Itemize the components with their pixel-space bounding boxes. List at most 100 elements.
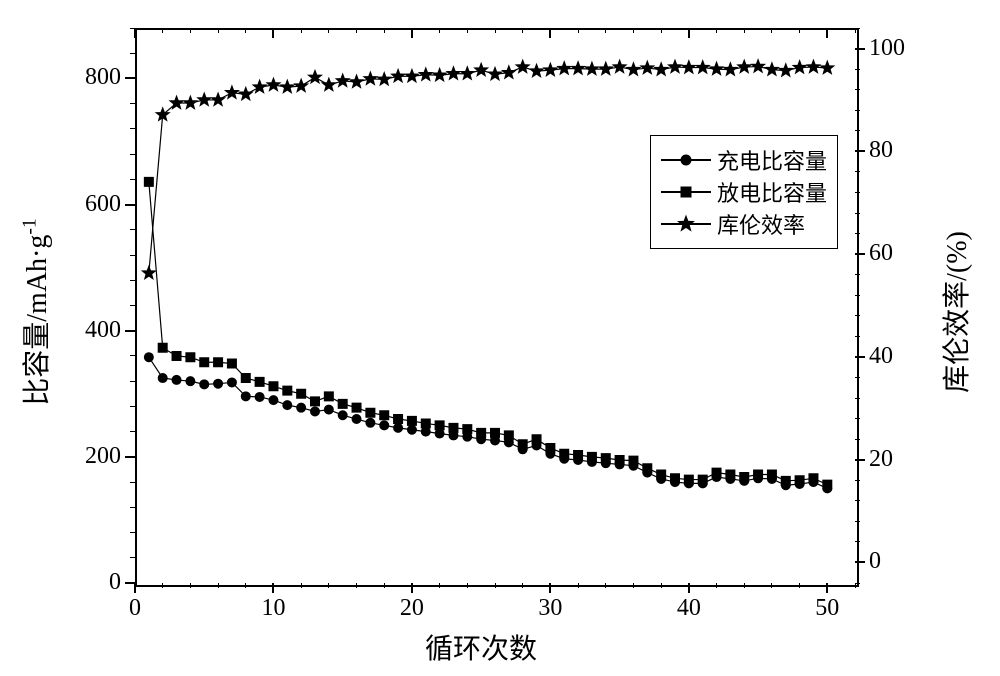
coulombic-marker <box>516 60 529 73</box>
discharge-marker <box>241 374 250 383</box>
tick-label: 40 <box>649 595 729 622</box>
coulombic-marker <box>211 93 224 106</box>
x-axis-label: 循环次数 <box>425 627 537 667</box>
charge-marker <box>172 375 181 384</box>
coulombic-marker <box>253 80 266 93</box>
coulombic-marker <box>654 63 667 76</box>
coulombic-marker <box>488 67 501 80</box>
coulombic-marker <box>350 75 363 88</box>
coulombic-marker <box>308 70 321 83</box>
discharge-marker <box>227 359 236 368</box>
tick-label: 80 <box>869 137 893 164</box>
coulombic-marker <box>294 79 307 92</box>
charge-marker <box>684 479 693 488</box>
legend-row: 充电比容量 <box>661 144 827 176</box>
tick-label: 20 <box>869 446 893 473</box>
charge-marker <box>255 392 264 401</box>
tick-label: 0 <box>109 569 121 596</box>
charge-marker <box>366 418 375 427</box>
discharge-marker <box>186 353 195 362</box>
coulombic-marker <box>530 64 543 77</box>
charge-marker <box>740 476 749 485</box>
legend-row: 放电比容量 <box>661 176 827 208</box>
coulombic-marker <box>474 63 487 76</box>
coulombic-marker <box>419 68 432 81</box>
coulombic-marker <box>433 68 446 81</box>
legend-line <box>661 223 711 225</box>
coulombic-marker <box>751 60 764 73</box>
tick-label: 50 <box>787 595 867 622</box>
discharge-marker <box>380 411 389 420</box>
charge-marker <box>615 460 624 469</box>
discharge-marker <box>144 177 153 186</box>
coulombic-marker <box>239 87 252 100</box>
discharge-marker <box>366 408 375 417</box>
charge-marker <box>698 479 707 488</box>
charge-marker <box>726 474 735 483</box>
coulombic-marker <box>267 78 280 91</box>
coulombic-marker <box>364 72 377 85</box>
discharge-marker <box>200 358 209 367</box>
charge-marker <box>352 415 361 424</box>
legend-label: 放电比容量 <box>717 176 827 208</box>
coulombic-marker <box>696 61 709 74</box>
coulombic-marker <box>502 66 515 79</box>
tick-label: 20 <box>372 595 452 622</box>
coulombic-marker <box>336 74 349 87</box>
coulombic-marker <box>765 63 778 76</box>
coulombic-marker <box>378 72 391 85</box>
charge-marker <box>283 401 292 410</box>
coulombic-marker <box>779 64 792 77</box>
charge-marker <box>532 441 541 450</box>
coulombic-marker <box>571 62 584 75</box>
discharge-marker <box>394 415 403 424</box>
legend-line <box>661 191 711 193</box>
charge-marker <box>712 473 721 482</box>
legend-label: 库伦效率 <box>717 208 805 240</box>
legend-star-icon <box>678 216 694 232</box>
charge-marker <box>158 374 167 383</box>
discharge-marker <box>407 416 416 425</box>
charge-marker <box>767 474 776 483</box>
charge-marker <box>657 474 666 483</box>
charge-marker <box>601 459 610 468</box>
discharge-marker <box>311 397 320 406</box>
coulombic-marker <box>405 69 418 82</box>
coulombic-marker <box>184 96 197 109</box>
charge-marker <box>407 425 416 434</box>
discharge-marker <box>435 421 444 430</box>
coulombic-marker <box>641 61 654 74</box>
tick-label: 400 <box>85 317 121 344</box>
legend: 充电比容量放电比容量库伦效率 <box>650 135 838 249</box>
charge-marker <box>311 407 320 416</box>
coulombic-marker <box>710 62 723 75</box>
tick-label: 60 <box>869 240 893 267</box>
legend-circle-icon <box>678 152 694 168</box>
charge-marker <box>449 431 458 440</box>
coulombic-marker <box>322 78 335 91</box>
legend-label: 充电比容量 <box>717 144 827 176</box>
charge-marker <box>144 353 153 362</box>
discharge-marker <box>158 343 167 352</box>
discharge-marker <box>269 382 278 391</box>
charge-marker <box>491 436 500 445</box>
discharge-marker <box>338 399 347 408</box>
coulombic-marker <box>668 60 681 73</box>
coulombic-marker <box>613 60 626 73</box>
charge-marker <box>504 438 513 447</box>
tick-label: 40 <box>869 343 893 370</box>
coulombic-marker <box>724 63 737 76</box>
charge-marker <box>200 380 209 389</box>
charge-marker <box>463 432 472 441</box>
charge-marker <box>823 484 832 493</box>
charge-marker <box>214 379 223 388</box>
y-right-axis-label: 库伦效率/(%) <box>935 182 975 442</box>
charge-marker <box>629 461 638 470</box>
charge-marker <box>560 454 569 463</box>
coulombic-marker <box>461 67 474 80</box>
charge-marker <box>186 377 195 386</box>
tick-label: 600 <box>85 191 121 218</box>
charge-marker <box>297 403 306 412</box>
legend-row: 库伦效率 <box>661 208 827 240</box>
discharge-marker <box>214 358 223 367</box>
